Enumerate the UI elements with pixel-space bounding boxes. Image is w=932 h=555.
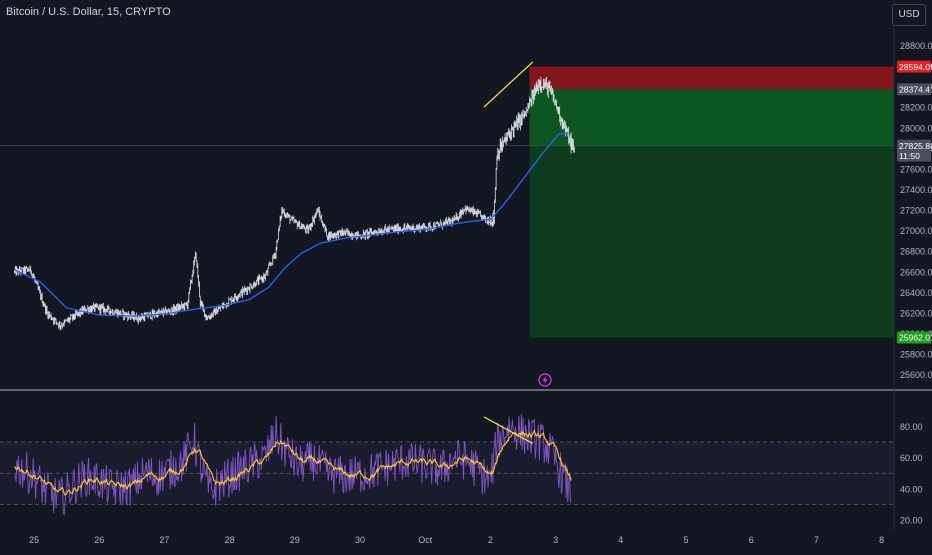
date-tick-label: 8 (879, 535, 884, 545)
stop-loss-zone (529, 66, 894, 90)
rsi-moving-average (13, 428, 572, 496)
price-tick-label: 25600.00 (900, 370, 932, 380)
date-tick-label: 30 (355, 535, 365, 545)
price-tick-label: 28200.00 (900, 103, 932, 113)
price-tick-label: 27400.00 (900, 185, 932, 195)
rsi-tick-label: 80.00 (900, 422, 923, 432)
price-tick-label: 28000.00 (900, 123, 932, 133)
price-tick-label: 26200.00 (900, 308, 932, 318)
price-label-time: 11:50 (899, 151, 920, 161)
price-label-box (897, 139, 931, 162)
date-tick-label: 7 (814, 535, 819, 545)
date-tick-label: 3 (553, 535, 558, 545)
profit-zone-upper (529, 89, 894, 146)
price-tick-label: 26800.00 (900, 247, 932, 257)
date-tick-label: 25 (29, 535, 39, 545)
price-label: 28594.09 (899, 62, 932, 72)
price-label: 25962.01 (899, 333, 932, 343)
moving-average-line (14, 132, 569, 317)
price-label: 27825.88 (899, 141, 932, 151)
date-tick-label: 4 (618, 535, 623, 545)
date-tick-label: 6 (749, 535, 754, 545)
date-tick-label: 26 (94, 535, 104, 545)
price-label-box (897, 60, 931, 73)
price-tick-label: 28800.00 (900, 41, 932, 51)
rsi-tick-label: 20.00 (900, 516, 923, 526)
date-tick-label: 27 (159, 535, 169, 545)
date-tick-label: Oct (418, 535, 433, 545)
price-label-box (897, 83, 931, 96)
price-trendline (483, 61, 534, 108)
price-label-box (897, 331, 931, 344)
rsi-tick-label: 60.00 (900, 453, 923, 463)
date-tick-label: 28 (225, 535, 235, 545)
lightning-icon-bolt (542, 376, 548, 384)
symbol-title: Bitcoin / U.S. Dollar, 15, CRYPTO (6, 6, 171, 18)
price-tick-label: 27000.00 (900, 226, 932, 236)
price-label: 28374.41 (899, 84, 932, 94)
price-tick-label: 25800.00 (900, 350, 932, 360)
lightning-icon[interactable] (538, 373, 552, 387)
date-tick-label: 2 (488, 535, 493, 545)
price-tick-label: 26400.00 (900, 288, 932, 298)
profit-zone-lower (529, 145, 894, 338)
rsi-tick-label: 40.00 (900, 484, 923, 494)
price-tick-label: 26600.00 (900, 267, 932, 277)
rsi-trendline (483, 416, 534, 445)
date-tick-label: 29 (290, 535, 300, 545)
date-tick-label: 5 (683, 535, 688, 545)
currency-button[interactable]: USD (892, 4, 926, 26)
price-tick-label: 27200.00 (900, 206, 932, 216)
price-tick-label: 27600.00 (900, 164, 932, 174)
